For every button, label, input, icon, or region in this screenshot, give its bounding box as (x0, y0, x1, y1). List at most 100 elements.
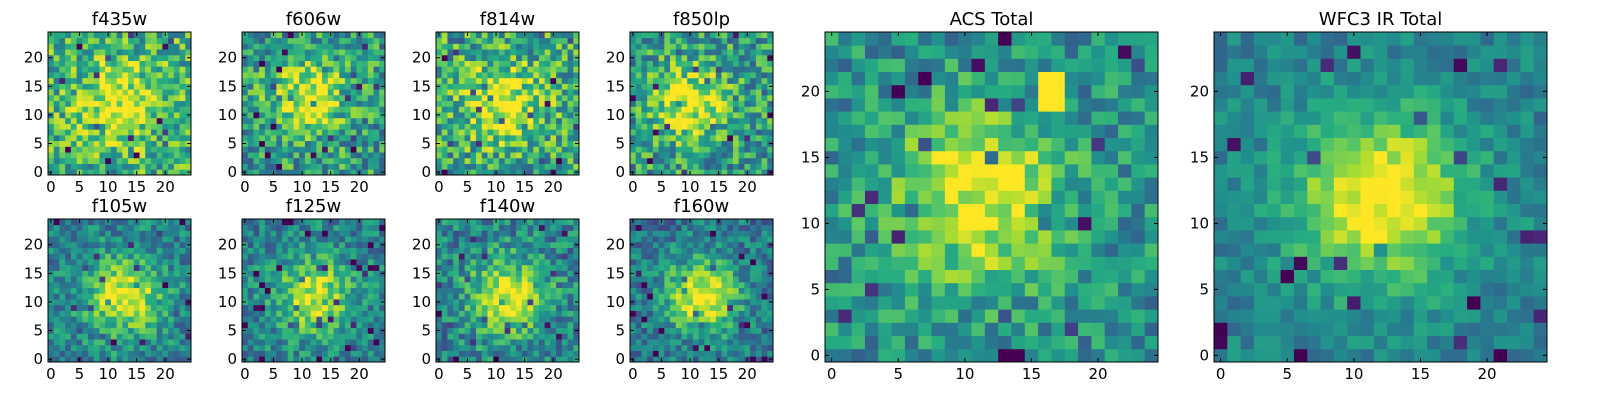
heatmap-cell (738, 100, 745, 107)
heatmap-cell (533, 60, 540, 67)
heatmap-cell (48, 163, 55, 170)
heatmap-cell (253, 327, 260, 334)
heatmap-cell (487, 54, 494, 61)
heatmap-cell (476, 259, 483, 266)
heatmap-cell (259, 247, 266, 254)
heatmap-cell (88, 106, 95, 113)
heatmap-cell (70, 169, 77, 176)
heatmap-cell (458, 169, 465, 176)
heatmap-cell (316, 32, 323, 39)
heatmap-cell (732, 72, 740, 79)
heatmap-cell (299, 66, 306, 73)
heatmap-cell (635, 293, 642, 300)
heatmap-cell (516, 316, 523, 323)
heatmap-cell (367, 321, 374, 329)
heatmap-cell (481, 157, 488, 164)
heatmap-cell (276, 146, 283, 153)
heatmap-cell (53, 152, 60, 159)
heatmap-cell (441, 106, 448, 113)
heatmap-cell (750, 100, 757, 107)
heatmap-cell (99, 77, 106, 84)
heatmap-cell (110, 60, 118, 67)
heatmap-cell (367, 219, 374, 226)
heatmap-cell (476, 293, 483, 300)
heatmap-cell (316, 241, 323, 248)
heatmap-cell (304, 163, 312, 170)
heatmap-cell (379, 49, 386, 56)
heatmap-cell (168, 276, 175, 283)
heatmap-cell (76, 304, 83, 311)
heatmap-cell (647, 117, 654, 124)
heatmap-cell (150, 327, 158, 334)
heatmap-cell (538, 287, 546, 294)
heatmap-cell (538, 310, 546, 317)
heatmap-cell (88, 49, 95, 56)
heatmap-cell (675, 140, 682, 147)
heatmap-cell (727, 310, 734, 317)
heatmap-cell (516, 293, 523, 300)
heatmap-cell (527, 83, 534, 90)
heatmap-cell (498, 89, 506, 96)
heatmap-cell (687, 100, 694, 107)
heatmap-cell (704, 54, 711, 61)
heatmap-cell (264, 134, 271, 142)
heatmap-cell (316, 72, 323, 79)
heatmap-cell (498, 293, 506, 300)
heatmap-cell (322, 89, 329, 96)
heatmap-cell (293, 37, 300, 44)
heatmap-cell (744, 304, 751, 311)
heatmap-cell (470, 140, 477, 147)
heatmap-cell (453, 100, 460, 107)
heatmap-cell (453, 236, 460, 243)
heatmap-cell (333, 259, 340, 266)
heatmap-cell (70, 134, 77, 142)
heatmap-cell (247, 264, 254, 271)
heatmap-cell (533, 100, 540, 107)
heatmap-cell (356, 152, 363, 159)
heatmap-cell (367, 72, 374, 79)
heatmap-cell (744, 316, 751, 323)
heatmap-cell (53, 83, 60, 90)
heatmap-cell (453, 37, 460, 44)
heatmap-cell (704, 327, 711, 334)
heatmap-cell (738, 304, 745, 311)
heatmap-cell (59, 316, 66, 323)
heatmap-cell (744, 100, 751, 107)
heatmap-cell (327, 224, 334, 231)
heatmap-cell (692, 339, 700, 346)
heatmap-cell (727, 169, 734, 176)
heatmap-cell (658, 123, 665, 130)
heatmap-cell (681, 344, 688, 351)
heatmap-cell (350, 241, 357, 248)
heatmap-cell (755, 327, 762, 334)
heatmap-cell (276, 270, 283, 277)
heatmap-cell (88, 89, 95, 96)
heatmap-cell (48, 157, 55, 164)
heatmap-cell (139, 219, 146, 226)
heatmap-cell (128, 83, 135, 90)
heatmap-cell (498, 333, 506, 340)
heatmap-cell (93, 270, 100, 277)
heatmap-cell (498, 321, 506, 329)
heatmap-cell (156, 134, 163, 142)
heatmap-cell (339, 169, 346, 176)
heatmap-cell (504, 270, 511, 277)
heatmap-cell (259, 37, 266, 44)
heatmap-cell (293, 157, 300, 164)
heatmap-cell (470, 219, 477, 226)
heatmap-cell (82, 129, 89, 136)
heatmap-cell (367, 230, 374, 237)
heatmap-cell (379, 32, 386, 39)
heatmap-cell (344, 327, 352, 334)
heatmap-cell (145, 316, 152, 323)
heatmap-cell (458, 146, 465, 153)
heatmap-cell (493, 49, 500, 56)
heatmap-cell (692, 287, 700, 294)
heatmap-cell (333, 37, 340, 44)
heatmap-cell (110, 140, 118, 147)
x-tick-label: 10 (99, 365, 118, 383)
heatmap-cell (516, 310, 523, 317)
heatmap-cell (350, 339, 357, 346)
heatmap-cell (498, 310, 506, 317)
heatmap-cell (139, 83, 146, 90)
